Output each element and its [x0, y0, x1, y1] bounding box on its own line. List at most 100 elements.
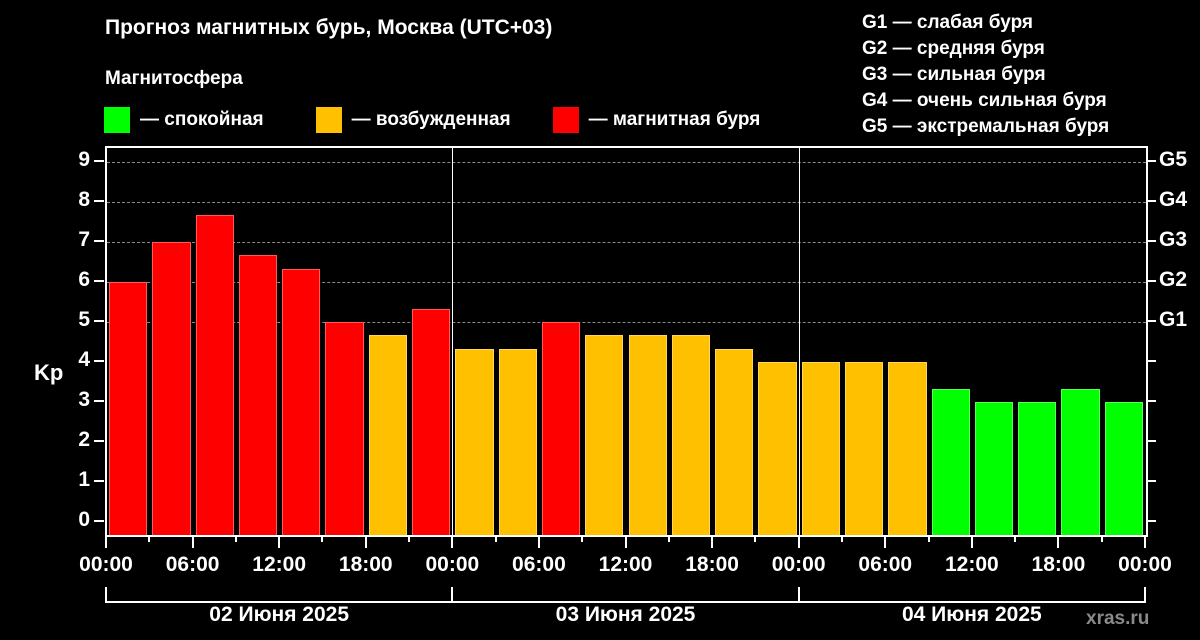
g-level-label: G5: [1159, 148, 1188, 171]
right-y-tick: [1146, 280, 1156, 282]
quiet-swatch-icon: [104, 107, 130, 133]
y-tick-label: 2: [78, 428, 90, 451]
day-bracket-tick: [797, 587, 800, 603]
g-scale-legend: G1 — слабая буря G2 — средняя буря G3 — …: [862, 10, 1109, 140]
kp-bar: [1104, 402, 1143, 535]
x-tick-label: 12:00: [598, 553, 653, 576]
y-axis-label: Kp: [34, 360, 64, 385]
y-tick: [94, 400, 104, 402]
right-y-tick: [1146, 480, 1156, 482]
right-y-tick: [1146, 160, 1156, 162]
x-tick-label: 00:00: [771, 553, 826, 576]
y-tick: [94, 240, 104, 242]
x-tick: [278, 536, 281, 548]
y-tick-label: 8: [78, 188, 90, 211]
kp-bar: [541, 322, 581, 535]
legend-label-active: — возбужденная: [351, 109, 511, 130]
day-label: 03 Июня 2025: [555, 603, 696, 626]
x-tick-label: 18:00: [1031, 553, 1086, 576]
right-y-tick: [1146, 200, 1156, 202]
y-tick-label: 0: [78, 508, 90, 531]
kp-bar: [195, 215, 234, 535]
right-y-tick: [1146, 440, 1156, 442]
right-y-tick: [1146, 520, 1156, 522]
day-bracket-tick: [105, 587, 107, 603]
x-tick-label: 06:00: [165, 553, 220, 576]
y-tick-label: 6: [78, 268, 90, 291]
gridline: [107, 242, 1146, 243]
x-tick-label: 18:00: [685, 553, 739, 576]
y-tick: [94, 520, 104, 522]
right-y-tick: [1146, 240, 1156, 242]
x-tick: [1057, 536, 1060, 548]
x-tick: [191, 536, 194, 548]
kp-bar: [455, 348, 494, 535]
right-y-tick: [1146, 400, 1156, 402]
x-tick-label: 00:00: [1118, 553, 1172, 576]
x-tick: [797, 536, 800, 548]
x-tick: [1014, 536, 1017, 542]
x-tick-label: 12:00: [944, 553, 999, 576]
y-tick: [94, 440, 104, 442]
day-separator: [452, 148, 454, 535]
g-level-label: G4: [1159, 188, 1188, 211]
chart-title: Прогноз магнитных бурь, Москва (UTC+03): [105, 16, 553, 39]
day-label: 02 Июня 2025: [209, 603, 350, 626]
g-legend-g4: G4 — очень сильная буря: [862, 90, 1107, 111]
x-tick: [105, 536, 107, 548]
y-tick-label: 5: [78, 308, 90, 331]
x-tick: [884, 536, 887, 548]
y-tick: [94, 320, 104, 322]
g-level-label: G1: [1159, 308, 1188, 331]
y-tick-label: 1: [78, 468, 90, 491]
x-tick: [840, 536, 843, 542]
kp-bar: [109, 282, 148, 535]
kp-bar: [628, 335, 667, 535]
kp-bar: [1061, 388, 1100, 535]
x-tick: [667, 536, 670, 542]
x-tick: [581, 536, 584, 542]
g-legend-g2: G2 — средняя буря: [862, 38, 1045, 59]
x-tick: [494, 536, 497, 542]
x-tick-label: 18:00: [338, 553, 393, 576]
x-tick: [321, 536, 324, 542]
legend-label-storm: — магнитная буря: [588, 109, 761, 130]
g-legend-g5: G5 — экстремальная буря: [862, 116, 1110, 137]
kp-bar: [325, 322, 364, 535]
g-legend-g1: G1 — слабая буря: [862, 12, 1034, 33]
x-tick: [451, 536, 454, 548]
legend-label-quiet: — спокойная: [140, 109, 264, 130]
kp-bar: [152, 242, 191, 535]
kp-bar: [1018, 402, 1057, 535]
x-tick-label: 00:00: [79, 553, 133, 576]
x-tick: [148, 536, 151, 542]
legend-item-storm: — магнитная буря: [552, 107, 761, 133]
kp-bar: [671, 335, 711, 535]
right-y-tick: [1146, 360, 1156, 362]
gridline: [107, 202, 1146, 203]
x-tick: [364, 536, 367, 548]
kp-bar: [238, 255, 278, 535]
y-tick: [94, 480, 104, 482]
day-label: 04 Июня 2025: [901, 603, 1042, 626]
g-level-label: G2: [1159, 268, 1188, 291]
g-legend-g3: G3 — сильная буря: [862, 64, 1046, 85]
x-tick: [970, 536, 973, 548]
kp-bar: [282, 268, 321, 535]
y-tick-label: 7: [78, 228, 90, 251]
gridline: [107, 322, 1146, 323]
plot-area: [105, 146, 1148, 537]
kp-bar: [412, 308, 451, 535]
legend-heading: Магнитосфера: [105, 68, 243, 89]
legend-item-active: — возбужденная: [315, 107, 511, 133]
status-legend: — спокойная — возбужденная — магнитная б…: [104, 106, 798, 134]
day-bracket-tick: [1144, 587, 1146, 603]
x-tick: [408, 536, 411, 542]
x-tick-label: 06:00: [512, 553, 566, 576]
kp-bar: [974, 402, 1014, 535]
x-tick: [711, 536, 714, 548]
kp-bar: [368, 335, 408, 535]
kp-bar: [758, 362, 797, 535]
g-level-label: G3: [1159, 228, 1188, 251]
storm-swatch-icon: [552, 107, 579, 133]
